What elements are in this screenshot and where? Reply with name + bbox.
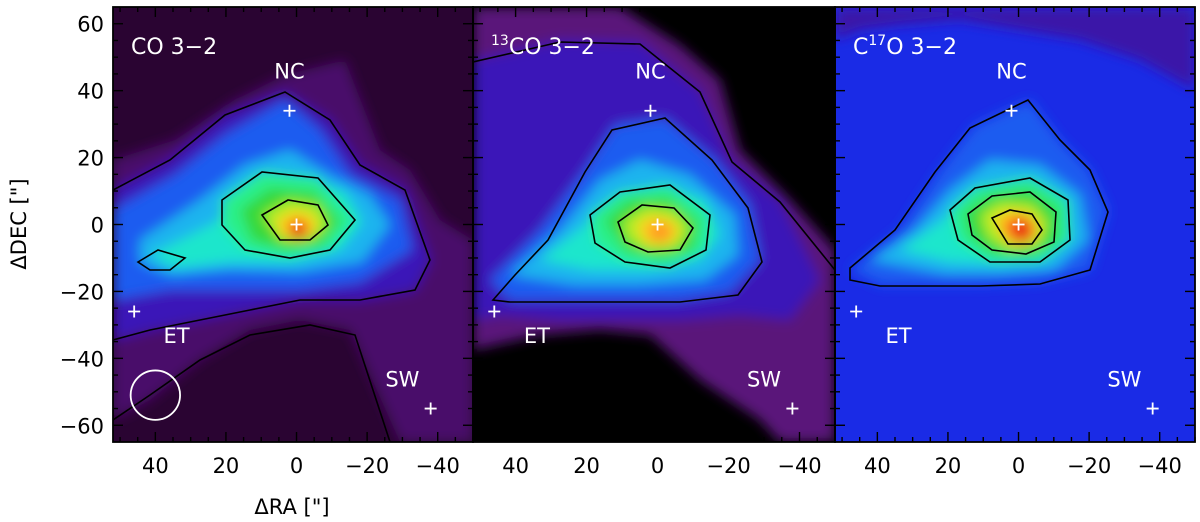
panel-2-marker-center [651, 218, 664, 231]
panel-2-title: 13CO 3−2 [491, 33, 595, 60]
y-tick-label: −40 [60, 347, 104, 371]
y-tick-label: −20 [60, 280, 104, 304]
x-tick-label: −20 [706, 454, 750, 478]
panel-c17o-contours [849, 99, 1109, 287]
panel-3-marker-sw [1146, 402, 1159, 415]
panel-3-marker-et [850, 305, 863, 318]
panel-1-overlay: CO 3−2 NC ET SW [128, 35, 437, 421]
panel-1-marker-nc [283, 104, 296, 117]
axes: 40 20 0 −20 −40 40 20 0 −20 −40 40 20 0 −20 −40 60 40 20 0… [60, 6, 1196, 478]
x-tick-label: −20 [345, 454, 389, 478]
beam-circle [129, 369, 181, 421]
panel-2-marker-label-et: ET [524, 324, 550, 348]
panel-1-marker-label-et: ET [163, 324, 189, 348]
panel-1-marker-label-sw: SW [385, 367, 419, 391]
y-axis-label: ΔDEC ["] [7, 178, 31, 269]
panel-3-marker-center [1012, 218, 1025, 231]
panel-co-emission [113, 60, 473, 442]
panel-2-marker-sw [786, 402, 799, 415]
x-axis-label: ΔRA ["] [254, 495, 329, 519]
x-tick-label: 20 [213, 454, 240, 478]
y-tick-label: 40 [77, 80, 104, 104]
x-tick-label: 0 [651, 454, 664, 478]
panel-3-marker-label-nc: NC [996, 60, 1026, 84]
panel-3-overlay: C17O 3−2 NC ET SW [850, 33, 1159, 415]
panel-3-marker-label-sw: SW [1107, 367, 1141, 391]
panel-2-overlay: 13CO 3−2 NC ET SW [488, 33, 799, 415]
panel-co [113, 7, 473, 442]
y-tick-label: 20 [77, 147, 104, 171]
panel-3-marker-label-et: ET [885, 324, 911, 348]
y-tick-label: 60 [77, 13, 104, 37]
panel-3-marker-nc [1005, 104, 1018, 117]
panel-1-marker-sw [424, 402, 437, 415]
panel-2-marker-label-nc: NC [635, 60, 665, 84]
panel-2-marker-et [488, 305, 501, 318]
x-tick-label: 0 [1012, 454, 1025, 478]
x-tick-label: 40 [142, 454, 169, 478]
panel-1-marker-et [128, 305, 141, 318]
x-tick-label: 20 [935, 454, 962, 478]
panel-1-marker-center [290, 218, 303, 231]
x-tick-label: −40 [1138, 454, 1182, 478]
x-tick-label: 40 [502, 454, 529, 478]
panel-13co-contours [473, 41, 835, 303]
panel-c17o-emission [835, 7, 1195, 287]
panel-1-title: CO 3−2 [131, 35, 217, 60]
x-tick-label: 20 [573, 454, 600, 478]
panel-1-marker-label-nc: NC [274, 60, 304, 84]
x-tick-label: 0 [290, 454, 303, 478]
x-tick-label: −20 [1067, 454, 1111, 478]
panel-overlays: CO 3−2 NC ET SW 13CO 3−2 NC ET SW C17O 3−2 NC ET SW [128, 33, 1159, 421]
panel-co-contours [113, 91, 431, 442]
x-tick-label: −40 [416, 454, 460, 478]
panel-3-title: C17O 3−2 [853, 33, 957, 60]
x-tick-label: 40 [864, 454, 891, 478]
x-tick-label: −40 [777, 454, 821, 478]
y-tick-label: −60 [60, 414, 104, 438]
panel-2-marker-label-sw: SW [747, 367, 781, 391]
panel-2-marker-nc [644, 104, 657, 117]
y-tick-label: 0 [91, 214, 104, 238]
